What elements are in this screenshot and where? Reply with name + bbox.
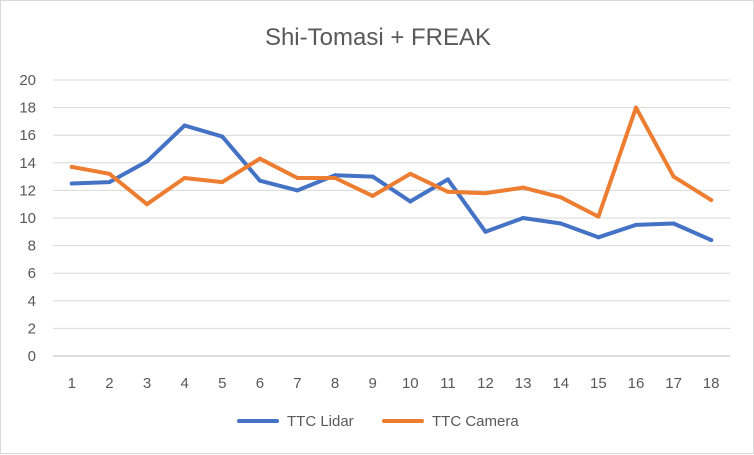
data-point [671,174,676,179]
x-tick-label: 12 [477,375,494,392]
data-point [633,105,638,110]
chart-title: Shi-Tomasi + FREAK [265,24,491,51]
y-tick-label: 18 [19,100,36,117]
data-point [483,191,488,196]
y-tick-label: 14 [19,155,36,172]
y-tick-label: 12 [19,182,36,199]
data-point [370,174,375,179]
data-point [145,159,150,164]
x-tick-label: 7 [293,375,301,392]
x-tick-label: 16 [628,375,645,392]
data-point [69,164,74,169]
y-tick-label: 20 [19,72,36,89]
x-tick-label: 13 [515,375,532,392]
data-point [295,175,300,180]
data-point [220,180,225,185]
series-line [69,123,714,243]
series-ttc-lidar [69,123,714,243]
data-point [408,199,413,204]
data-point [445,189,450,194]
data-point [107,180,112,185]
x-tick-label: 10 [402,375,419,392]
y-tick-label: 16 [19,127,36,144]
series-ttc-camera [69,105,714,219]
x-tick-label: 14 [552,375,569,392]
data-point [521,185,526,190]
data-point [709,238,714,243]
data-point [257,178,262,183]
data-point [558,221,563,226]
data-point [370,193,375,198]
data-point [633,222,638,227]
x-tick-label: 18 [703,375,720,392]
data-point [220,134,225,139]
y-tick-label: 2 [28,320,36,337]
y-tick-label: 0 [28,348,36,365]
data-point [558,195,563,200]
data-point [445,177,450,182]
x-tick-label: 9 [369,375,377,392]
y-axis-ticks: 0 2 4 6 8 10 12 14 16 18 20 [19,72,36,365]
y-tick-label: 8 [28,238,36,255]
x-tick-label: 4 [180,375,188,392]
gridlines [53,79,730,357]
x-tick-label: 1 [68,375,76,392]
x-tick-label: 17 [665,375,682,392]
x-tick-label: 8 [331,375,339,392]
data-point [69,181,74,186]
y-tick-label: 4 [28,293,36,310]
data-point [596,235,601,240]
data-point [521,216,526,220]
data-point [709,198,714,203]
data-point [182,123,187,128]
y-tick-label: 10 [19,210,36,227]
data-point [596,214,601,219]
data-point [671,221,676,226]
x-tick-label: 6 [256,375,264,392]
data-point [408,171,413,176]
x-tick-label: 5 [218,375,226,392]
data-point [107,171,112,176]
data-point [333,175,338,180]
x-axis-ticks: 1 2 3 4 5 6 7 8 9 10 11 12 13 14 15 16 17 18 [68,375,720,392]
legend-label: TTC Lidar [287,413,354,430]
legend: TTC Lidar TTC Camera [237,413,519,430]
x-tick-label: 2 [105,375,113,392]
data-point [483,229,488,234]
series-lines [69,105,714,243]
legend-label: TTC Camera [432,413,519,430]
data-point [295,188,300,193]
y-tick-label: 6 [28,265,36,282]
series-line [69,105,714,219]
data-point [182,175,187,180]
x-tick-label: 3 [143,375,151,392]
data-point [145,202,150,207]
x-tick-label: 11 [440,375,456,392]
data-point [257,156,262,161]
x-tick-label: 15 [590,375,607,392]
